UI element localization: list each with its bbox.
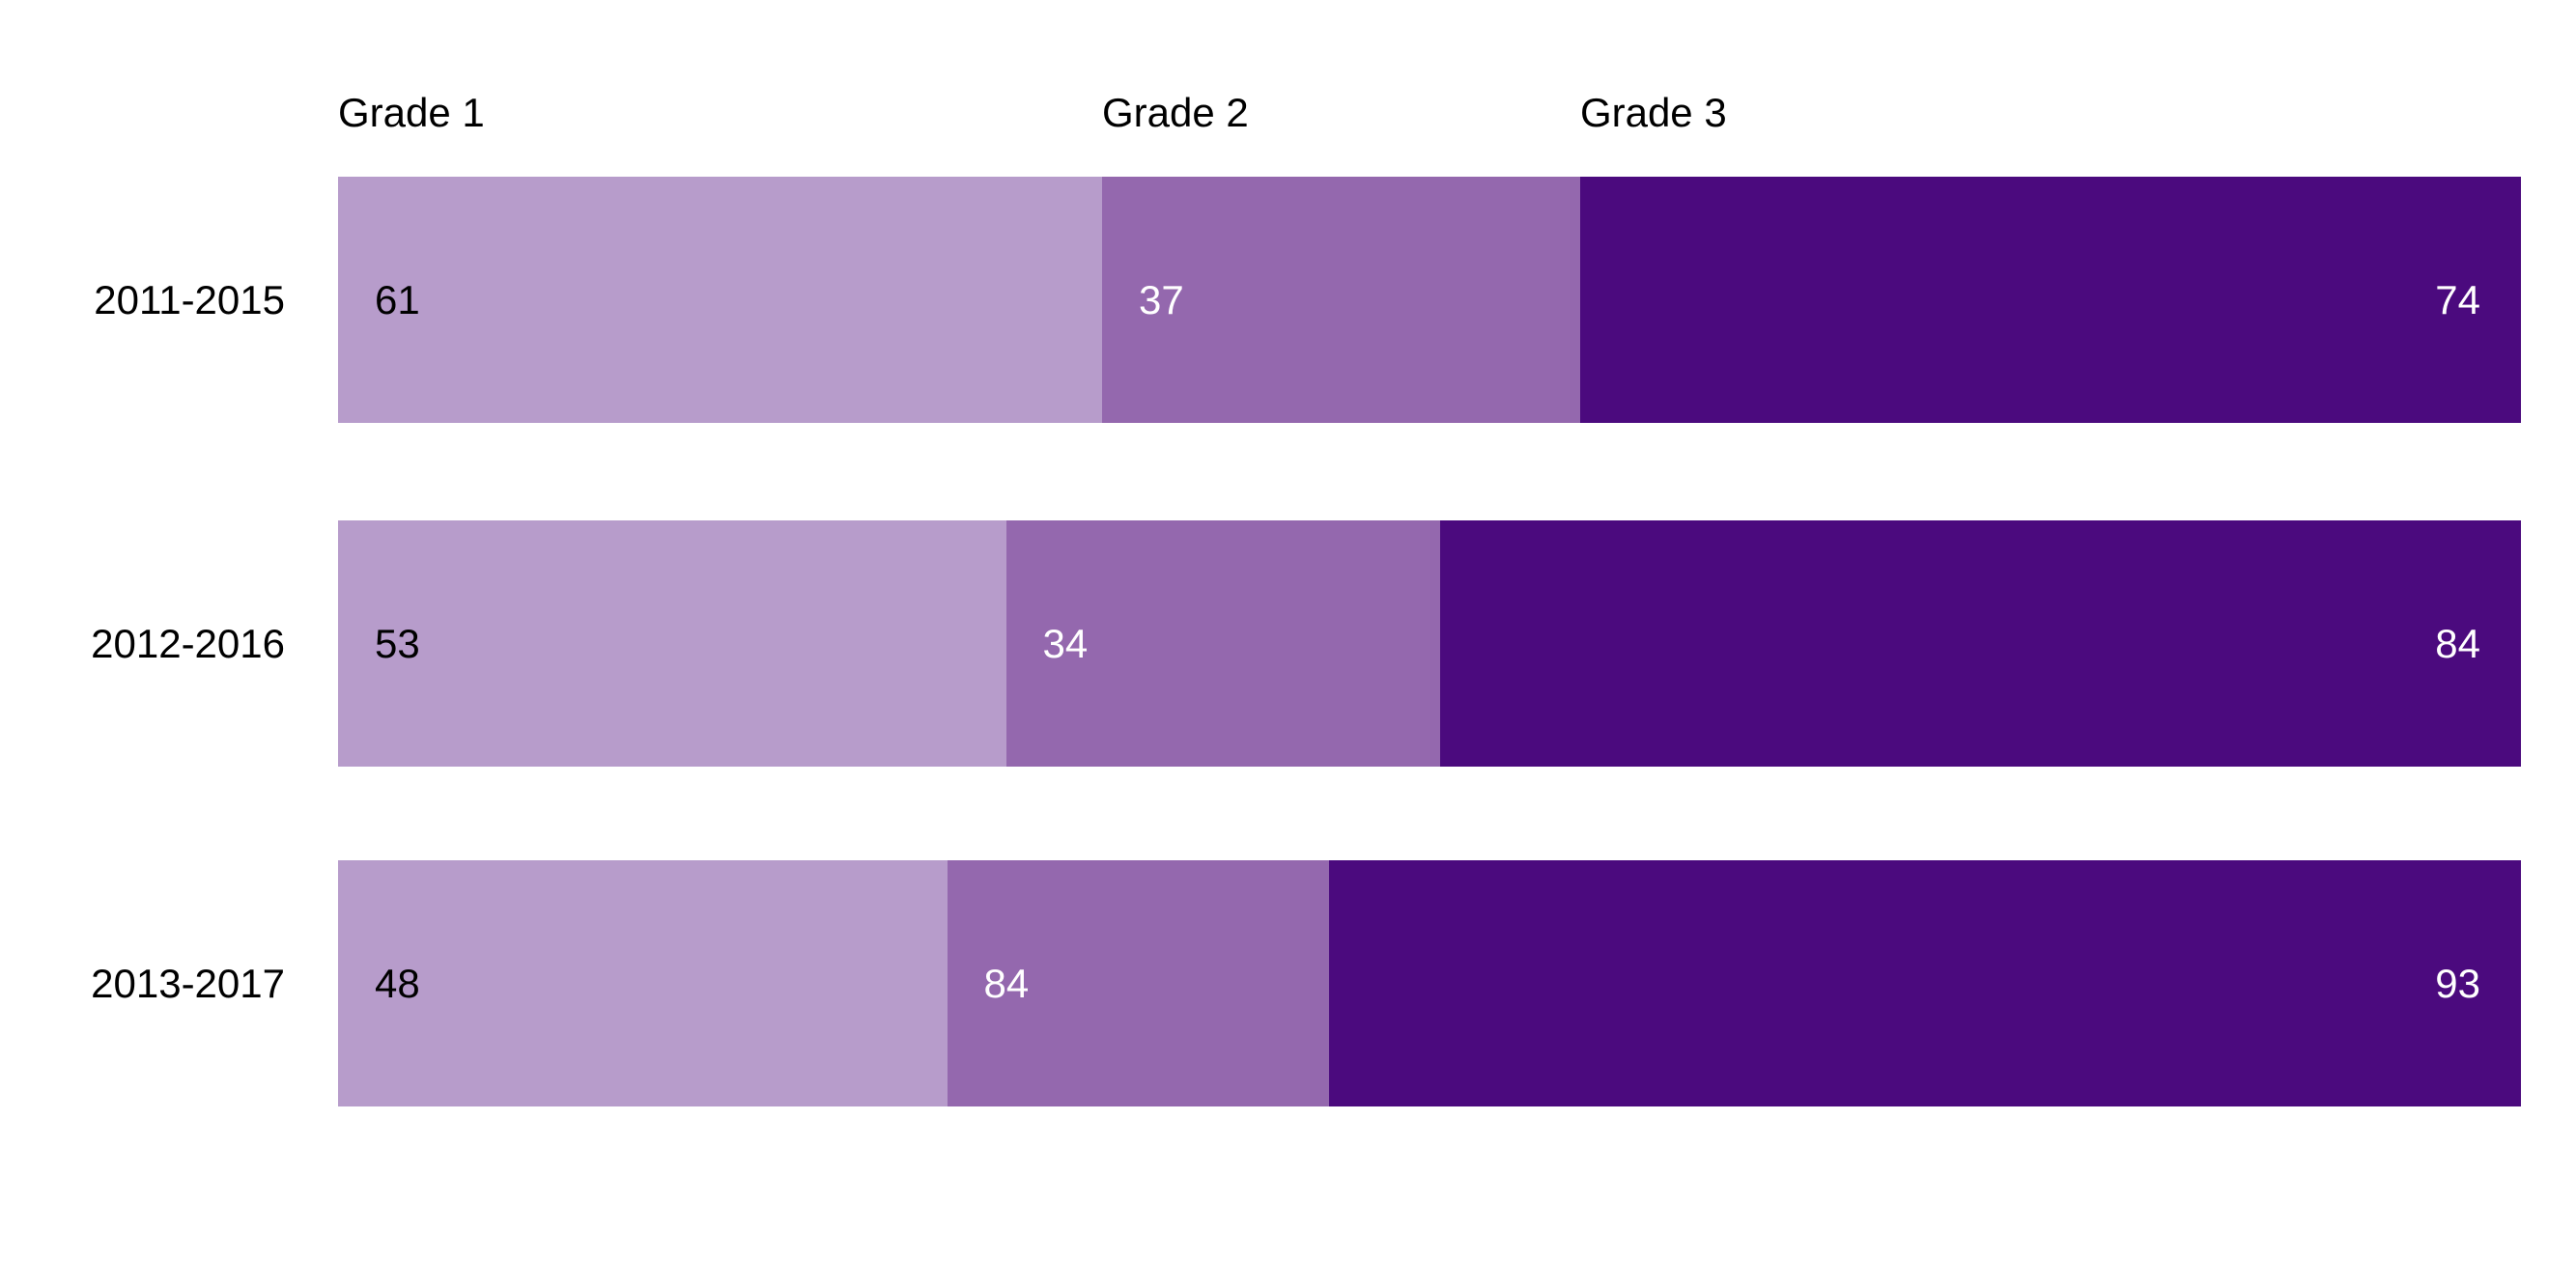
bar-segment-grade-1: 61 bbox=[338, 177, 1102, 423]
bar-segment-grade-1: 48 bbox=[338, 860, 948, 1106]
chart-row: 2012-2016 53 34 84 bbox=[0, 520, 2576, 767]
series-header-2: Grade 2 bbox=[1102, 90, 1249, 135]
row-label: 2013-2017 bbox=[91, 960, 285, 1006]
stacked-bar: 48 84 93 bbox=[338, 860, 2521, 1106]
value-label: 93 bbox=[2435, 960, 2480, 1006]
chart-row: 2011-2015 61 37 74 bbox=[0, 177, 2576, 423]
bar-segment-grade-2: 37 bbox=[1102, 177, 1580, 423]
value-label: 53 bbox=[375, 620, 420, 666]
value-label: 34 bbox=[1042, 620, 1089, 666]
value-label: 74 bbox=[2435, 276, 2480, 322]
value-label: 84 bbox=[2435, 620, 2480, 666]
value-label: 84 bbox=[983, 960, 1030, 1006]
row-label: 2012-2016 bbox=[91, 620, 285, 666]
stacked-bar: 53 34 84 bbox=[338, 520, 2521, 767]
bar-segment-grade-3: 93 bbox=[1329, 860, 2521, 1106]
value-label: 61 bbox=[375, 276, 420, 322]
series-header-3: Grade 3 bbox=[1579, 90, 1727, 135]
bar-segment-grade-2: 34 bbox=[1005, 520, 1441, 767]
chart-row: 2013-2017 48 84 93 bbox=[0, 860, 2576, 1106]
value-label: 37 bbox=[1139, 276, 1184, 322]
bar-segment-grade-3: 74 bbox=[1579, 177, 2521, 423]
bar-segment-grade-1: 53 bbox=[338, 520, 1006, 767]
value-label: 48 bbox=[375, 960, 420, 1006]
series-header-1: Grade 1 bbox=[338, 90, 485, 135]
stacked-bar: 61 37 74 bbox=[338, 177, 2521, 423]
bar-segment-grade-3: 84 bbox=[1440, 520, 2521, 767]
series-headers: Grade 1 Grade 2 Grade 3 bbox=[338, 89, 2521, 137]
bar-segment-grade-2: 84 bbox=[947, 860, 1330, 1106]
row-label: 2011-2015 bbox=[94, 276, 285, 322]
